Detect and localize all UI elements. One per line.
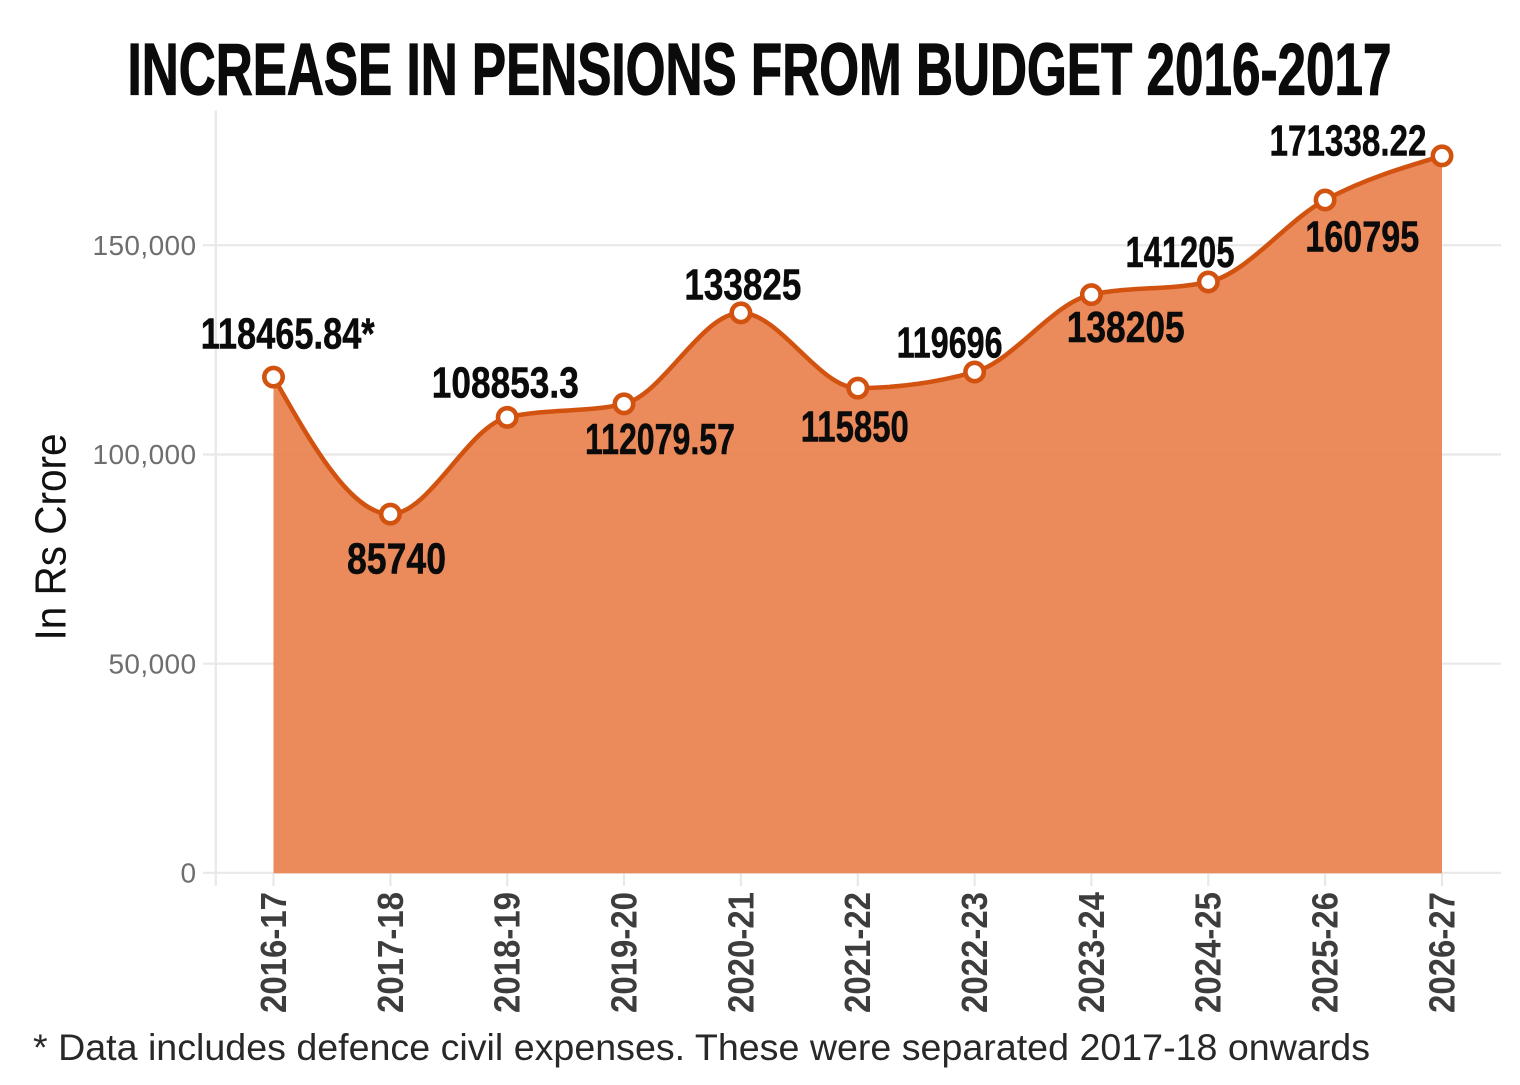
svg-text:0: 0 [181, 857, 197, 888]
svg-text:108853.3: 108853.3 [432, 359, 579, 408]
svg-text:100,000: 100,000 [92, 439, 196, 470]
svg-text:2024-25: 2024-25 [1188, 892, 1229, 1013]
svg-text:* Data includes defence civil: * Data includes defence civil expenses. … [33, 1026, 1370, 1068]
svg-text:160795: 160795 [1305, 213, 1419, 262]
svg-text:2019-20: 2019-20 [603, 892, 644, 1013]
svg-text:2026-27: 2026-27 [1421, 892, 1462, 1013]
svg-text:50,000: 50,000 [108, 648, 196, 679]
svg-text:133825: 133825 [684, 261, 801, 310]
svg-text:138205: 138205 [1067, 303, 1185, 352]
svg-text:85740: 85740 [347, 535, 446, 584]
svg-text:2025-26: 2025-26 [1305, 892, 1346, 1013]
svg-text:INCREASE IN PENSIONS FROM BUDG: INCREASE IN PENSIONS FROM BUDGET 2016-20… [128, 30, 1392, 111]
svg-text:2022-23: 2022-23 [954, 892, 995, 1013]
svg-text:2021-22: 2021-22 [837, 892, 878, 1013]
svg-text:141205: 141205 [1126, 228, 1235, 277]
svg-text:171338.22: 171338.22 [1270, 117, 1427, 166]
svg-text:2023-24: 2023-24 [1071, 892, 1112, 1013]
svg-text:115850: 115850 [801, 403, 909, 452]
svg-text:119696: 119696 [897, 319, 1003, 368]
svg-text:112079.57: 112079.57 [585, 415, 735, 464]
svg-text:In Rs Crore: In Rs Crore [26, 434, 75, 641]
svg-text:2017-18: 2017-18 [370, 892, 411, 1013]
svg-text:150,000: 150,000 [92, 230, 196, 261]
svg-text:2020-21: 2020-21 [720, 892, 761, 1013]
svg-text:2016-17: 2016-17 [253, 892, 294, 1013]
svg-text:2018-19: 2018-19 [487, 892, 528, 1013]
svg-text:118465.84*: 118465.84* [201, 310, 376, 359]
